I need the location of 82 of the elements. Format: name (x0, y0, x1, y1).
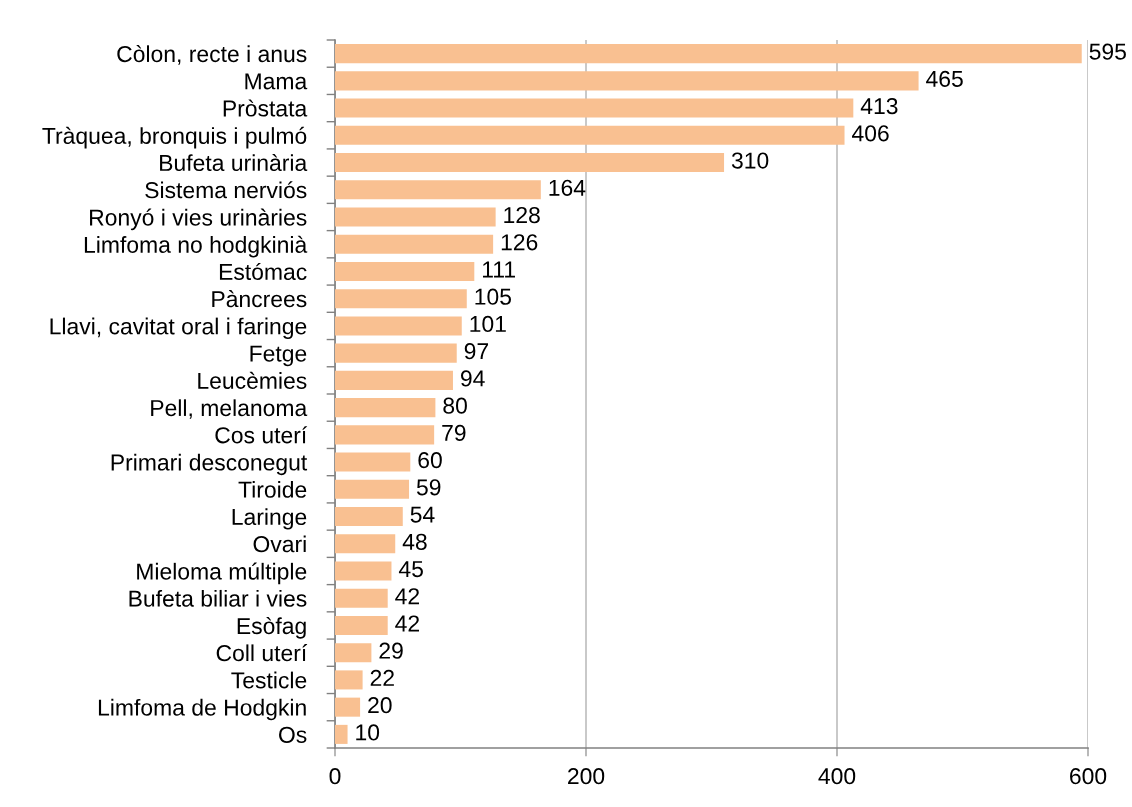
y-tick-label: Pàncrees (212, 290, 307, 308)
bar (335, 261, 475, 281)
bar (335, 588, 388, 608)
y-tick-label: Tiroide (238, 481, 307, 498)
data-label: 42 (395, 588, 419, 605)
bar (335, 316, 462, 336)
data-label: 97 (464, 343, 489, 360)
bar (335, 724, 348, 744)
y-tick-label: Laringe (232, 508, 307, 530)
bar (335, 534, 396, 554)
y-tick-label: Pròstata (223, 99, 308, 117)
data-label: 10 (356, 724, 380, 741)
y-tick-label: Llavi, cavitat oral i faringe (50, 317, 307, 339)
data-label: 413 (860, 98, 898, 115)
bar (335, 643, 372, 663)
data-label: 79 (442, 424, 466, 441)
bar (335, 507, 403, 527)
data-label: 111 (483, 261, 515, 278)
data-label: 406 (852, 125, 889, 142)
data-label: 164 (549, 179, 586, 196)
bar (335, 425, 435, 445)
y-tick-label: Sistema nerviós (145, 181, 307, 199)
bar (335, 71, 919, 91)
bar (335, 98, 854, 118)
data-label: 59 (416, 479, 441, 496)
x-tick-label: 0 (329, 768, 341, 785)
bar (335, 697, 361, 717)
data-label: 20 (368, 697, 392, 714)
y-tick-label: Estómac (219, 262, 307, 280)
y-tick-label: Bufeta urinària (160, 153, 308, 172)
data-label: 48 (402, 533, 427, 550)
y-tick-label: Fetge (250, 345, 307, 367)
bar (335, 452, 411, 472)
x-tick-label: 400 (818, 768, 856, 785)
data-label: 101 (470, 315, 506, 333)
data-label: 126 (501, 234, 538, 251)
data-label: 105 (475, 288, 511, 305)
y-tick-label: Limfoma no hodgkinià (84, 235, 308, 258)
x-tick-label: 600 (1070, 768, 1107, 785)
data-label: 22 (370, 669, 394, 686)
bar (335, 153, 725, 173)
bar (335, 289, 467, 309)
data-label: 42 (395, 615, 419, 632)
bar (335, 670, 363, 690)
data-label: 94 (460, 370, 485, 387)
bar (335, 207, 496, 227)
y-tick-label: Pell, melanoma (151, 399, 308, 419)
bar (335, 44, 1082, 64)
data-label: 465 (926, 70, 963, 87)
bar (335, 615, 388, 635)
data-label: 45 (398, 561, 423, 578)
y-tick-label: Primari desconegut (111, 453, 308, 476)
y-tick-label: Mieloma múltiple (137, 562, 307, 585)
y-tick-label: Còlon, recte i anus (117, 45, 307, 65)
y-tick-label: Esòfag (237, 617, 306, 639)
bar (335, 234, 494, 254)
y-tick-label: Mama (245, 73, 308, 90)
y-tick-label: Ronyó i vies urinàries (90, 208, 307, 231)
data-label: 128 (504, 206, 540, 224)
x-tick-label: 200 (568, 768, 605, 785)
bar (335, 370, 453, 390)
bar (335, 125, 845, 145)
bar (335, 343, 457, 363)
data-label: 54 (410, 506, 435, 523)
y-tick-label: Bufeta biliar i vies (129, 589, 307, 607)
y-tick-label: Cos uterí (215, 426, 308, 444)
data-label: 80 (443, 397, 467, 414)
y-tick-label: Coll uterí (216, 644, 308, 662)
y-tick-label: Leucèmies (198, 371, 307, 389)
bar (335, 479, 410, 499)
data-label: 595 (1089, 43, 1126, 60)
y-tick-label: Os (279, 726, 307, 743)
bar (335, 561, 392, 581)
bar (335, 180, 541, 200)
data-label: 310 (731, 152, 769, 169)
y-tick-label: Limfoma de Hodgkin (98, 698, 306, 721)
y-tick-label: Tràquea, bronquis i pulmó (42, 126, 307, 149)
data-label: 29 (379, 642, 403, 659)
bar (335, 398, 436, 418)
y-tick-label: Ovari (253, 535, 306, 553)
y-tick-label: Testicle (231, 671, 307, 689)
data-label: 60 (418, 452, 442, 469)
